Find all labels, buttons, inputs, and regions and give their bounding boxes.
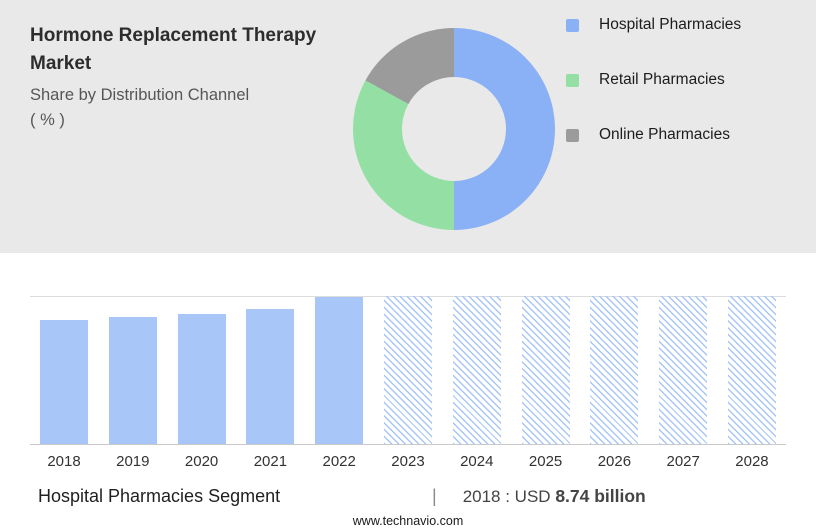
legend-swatch-blue: [566, 18, 579, 32]
x-axis-label: 2024: [460, 453, 494, 470]
donut-chart: [353, 28, 555, 230]
legend-label: Online Pharmacies: [599, 126, 730, 143]
x-axis-label: 2021: [253, 453, 288, 470]
x-axis-label: 2025: [528, 453, 563, 470]
segment-label: Hospital Pharmacies Segment: [38, 486, 281, 506]
forecast-bar: [521, 296, 570, 444]
donut-hole: [402, 77, 506, 181]
value-bold: 8.74 billion: [555, 486, 646, 506]
x-axis-label: 2026: [597, 453, 632, 470]
x-axis-label: 2023: [391, 453, 425, 470]
value-bar: [246, 309, 295, 444]
value-bar: [108, 317, 157, 444]
forecast-bar: [659, 296, 708, 444]
bar-column: 2023: [383, 296, 432, 470]
legend-item-retail: Retail Pharmacies: [566, 71, 741, 89]
value-bar: [315, 297, 364, 444]
forecast-bar: [452, 296, 501, 444]
bar-column: 2025: [521, 296, 570, 470]
bar-column: 2021: [246, 296, 295, 470]
share-panel: Hormone Replacement Therapy Market Share…: [0, 0, 816, 253]
forecast-bar: [383, 296, 432, 444]
chart-subtitle: Share by Distribution Channel ( % ): [30, 83, 350, 133]
legend-item-hospital: Hospital Pharmacies: [566, 16, 741, 34]
bar-columns: 2018 2019 2020 2021 2022 2023 2024 2025 2026 2027…: [30, 296, 786, 470]
value-prefix: 2018 : USD: [462, 487, 551, 506]
bar-column: 2026: [590, 296, 639, 470]
x-axis-label: 2020: [184, 453, 219, 470]
caption-row: Hospital Pharmacies Segment | 2018 : USD…: [38, 486, 778, 507]
legend-item-online: Online Pharmacies: [566, 126, 741, 144]
x-axis-label: 2022: [322, 453, 356, 470]
source-url: www.technavio.com: [352, 514, 464, 528]
forecast-bar: [590, 296, 639, 444]
segment-value: 2018 : USD 8.74 billion: [463, 486, 646, 507]
bar-column: 2019: [108, 296, 157, 470]
value-bar: [40, 320, 88, 444]
x-axis-label: 2027: [666, 453, 700, 470]
bar-chart-panel: 2018 2019 2020 2021 2022 2023 2024 2025 2026 2027…: [0, 296, 816, 528]
x-axis-label: 2028: [735, 453, 769, 470]
bar-column: 2020: [177, 296, 226, 470]
x-axis-label: 2019: [116, 453, 150, 470]
bar-column: 2024: [452, 296, 501, 470]
x-axis-line: [30, 444, 786, 445]
bar-column: 2028: [727, 296, 776, 470]
bar-column: 2018: [40, 296, 88, 470]
caption-separator: |: [432, 486, 437, 506]
bar-column: 2027: [659, 296, 708, 470]
page-title: Hormone Replacement Therapy Market: [30, 25, 317, 74]
subtitle-text: Share by Distribution Channel: [30, 86, 250, 105]
x-axis-label: 2018: [47, 453, 81, 470]
forecast-bar: [727, 296, 776, 444]
legend-swatch-gray: [566, 128, 579, 142]
legend-swatch-green: [566, 73, 579, 87]
subtitle-unit: ( % ): [30, 110, 65, 129]
bar-column: 2022: [315, 296, 364, 470]
legend-label: Hospital Pharmacies: [599, 16, 742, 33]
chart-legend: Hospital Pharmacies Retail Pharmacies On…: [566, 16, 741, 144]
bar-chart: 2018 2019 2020 2021 2022 2023 2024 2025 2026 2027…: [30, 296, 786, 470]
title-block: Hormone Replacement Therapy Market Share…: [30, 22, 350, 133]
value-bar: [177, 314, 226, 444]
legend-label: Retail Pharmacies: [599, 71, 725, 88]
